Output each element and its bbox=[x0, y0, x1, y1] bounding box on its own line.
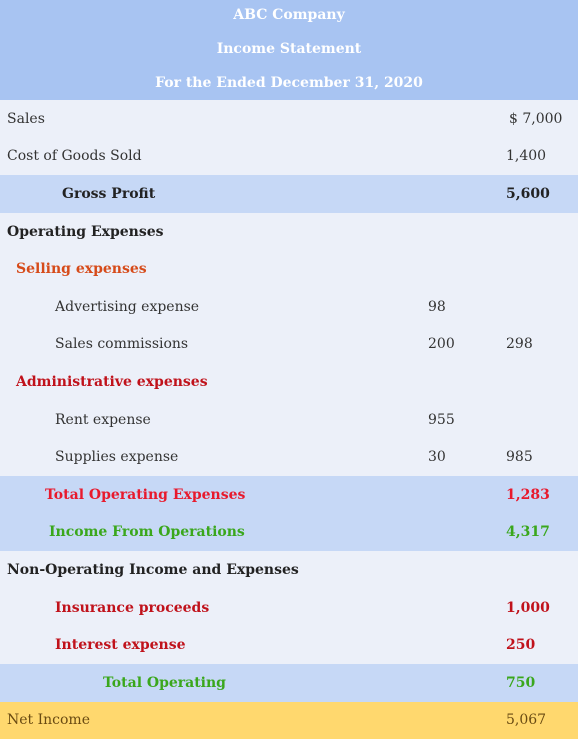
insurance-total: 1,000 bbox=[506, 599, 550, 616]
row-income-from-operations: Income From Operations 4,317 bbox=[0, 513, 578, 552]
row-sales: Sales $ 7,000 bbox=[0, 100, 578, 138]
row-cogs: Cost of Goods Sold 1,400 bbox=[0, 137, 578, 176]
commissions-amount: 200 bbox=[428, 336, 455, 353]
row-operating-expenses: Operating Expenses bbox=[0, 212, 578, 251]
row-gross-profit: Gross Profit 5,600 bbox=[0, 175, 578, 213]
total-operating-expenses-label: Total Operating Expenses bbox=[45, 486, 246, 503]
non-operating-heading: Non-Operating Income and Expenses bbox=[7, 561, 299, 578]
operating-expenses-heading: Operating Expenses bbox=[7, 223, 164, 240]
commissions-label: Sales commissions bbox=[55, 336, 189, 353]
statement-header: ABC Company Income Statement For the End… bbox=[0, 0, 578, 100]
sales-label: Sales bbox=[7, 110, 45, 127]
total-operating-expenses-total: 1,283 bbox=[506, 486, 550, 503]
interest-total: 250 bbox=[506, 637, 536, 654]
supplies-label: Supplies expense bbox=[55, 449, 179, 466]
row-rent: Rent expense 955 bbox=[0, 400, 578, 439]
row-advertising: Advertising expense 98 bbox=[0, 287, 578, 326]
cogs-label: Cost of Goods Sold bbox=[7, 148, 142, 165]
row-total-operating-expenses: Total Operating Expenses 1,283 bbox=[0, 475, 578, 514]
row-admin-expenses: Administrative expenses bbox=[0, 363, 578, 401]
company-name: ABC Company bbox=[233, 7, 345, 23]
statement-title: Income Statement bbox=[216, 41, 362, 57]
selling-expenses-heading: Selling expenses bbox=[16, 261, 147, 278]
row-total-operating: Total Operating 750 bbox=[0, 663, 578, 702]
income-from-operations-label: Income From Operations bbox=[49, 524, 245, 541]
statement-period: For the Ended December 31, 2020 bbox=[155, 75, 423, 91]
admin-expenses-heading: Administrative expenses bbox=[16, 373, 208, 390]
gross-profit-total: 5,600 bbox=[506, 185, 550, 202]
rent-label: Rent expense bbox=[55, 411, 151, 428]
row-commissions: Sales commissions 200 298 bbox=[0, 325, 578, 364]
row-insurance: Insurance proceeds 1,000 bbox=[0, 588, 578, 627]
supplies-amount: 30 bbox=[428, 449, 446, 466]
row-supplies: Supplies expense 30 985 bbox=[0, 438, 578, 476]
advertising-label: Advertising expense bbox=[55, 298, 200, 315]
sales-total: $ 7,000 bbox=[509, 110, 563, 127]
row-selling-expenses: Selling expenses bbox=[0, 250, 578, 288]
gross-profit-label: Gross Profit bbox=[62, 185, 156, 202]
row-interest: Interest expense 250 bbox=[0, 626, 578, 664]
advertising-amount: 98 bbox=[428, 298, 446, 315]
cogs-total: 1,400 bbox=[506, 148, 547, 165]
interest-label: Interest expense bbox=[55, 637, 186, 654]
row-net-income: Net Income 5,067 bbox=[0, 701, 578, 740]
selling-total: 298 bbox=[506, 336, 533, 353]
net-income-total: 5,067 bbox=[506, 712, 547, 729]
admin-total: 985 bbox=[506, 449, 533, 466]
total-operating-total: 750 bbox=[506, 674, 536, 691]
total-operating-label: Total Operating bbox=[103, 674, 226, 691]
insurance-label: Insurance proceeds bbox=[55, 599, 210, 616]
row-non-operating: Non-Operating Income and Expenses bbox=[0, 551, 578, 589]
net-income-label: Net Income bbox=[7, 712, 90, 729]
rent-amount: 955 bbox=[428, 411, 455, 428]
income-from-operations-total: 4,317 bbox=[506, 524, 550, 541]
